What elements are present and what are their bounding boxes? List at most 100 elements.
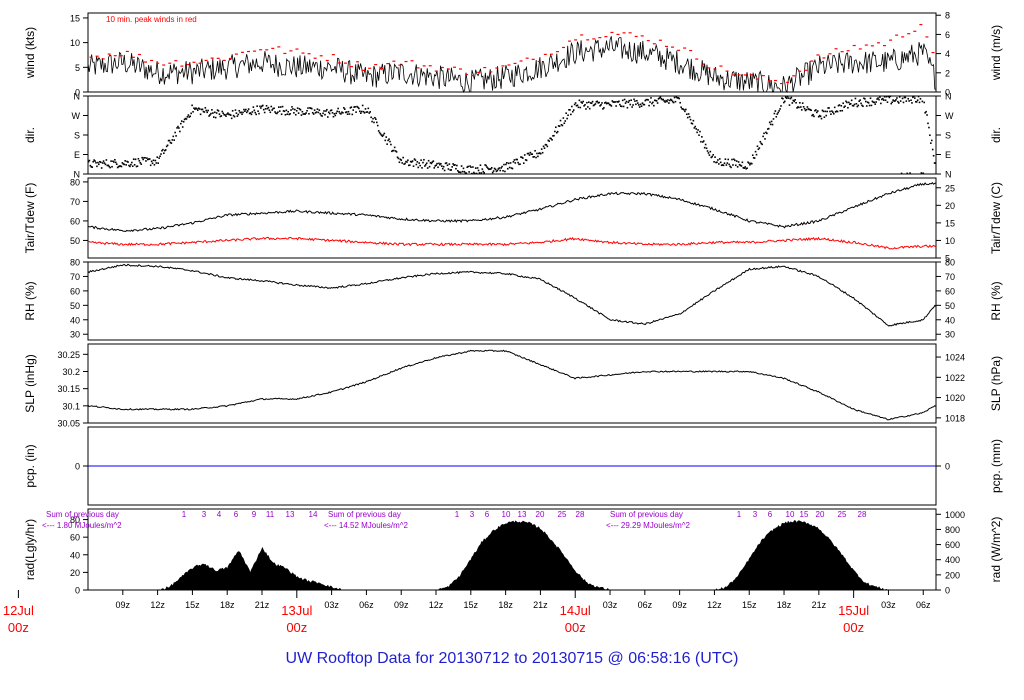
wind-direction-point — [343, 107, 345, 109]
hourly-label: 1 — [737, 510, 742, 519]
wind-direction-point — [884, 99, 887, 102]
wind-direction-point — [648, 104, 650, 107]
wind-direction-point — [583, 105, 585, 107]
wind-direction-point — [659, 96, 662, 99]
wind-direction-point — [902, 101, 905, 104]
wind-direction-point — [627, 101, 630, 104]
wind-direction-point — [165, 145, 168, 148]
y-tick-label-right: 40 — [945, 315, 955, 325]
hourly-label: 28 — [858, 510, 867, 519]
wind-direction-point — [473, 172, 476, 175]
wind-direction-point — [436, 162, 438, 165]
wind-direction-point — [378, 131, 381, 134]
wind-direction-point — [757, 148, 760, 151]
y-tick-label: 60 — [70, 286, 80, 296]
wind-direction-point — [412, 165, 415, 167]
wind-direction-point — [792, 99, 795, 102]
wind-direction-point — [141, 156, 143, 159]
wind-direction-point — [275, 112, 277, 115]
wind-direction-point — [834, 111, 837, 113]
wind-direction-point — [584, 103, 586, 106]
wind-direction-point — [715, 161, 717, 164]
wind-direction-point — [138, 160, 141, 162]
wind-direction-point — [881, 98, 883, 101]
wind-direction-point — [768, 121, 771, 124]
x-date-label: 13Jul — [281, 603, 312, 618]
wind-direction-point — [907, 97, 910, 100]
wind-direction-point — [924, 111, 926, 114]
wind-direction-point — [603, 107, 605, 109]
wind-direction-point — [439, 163, 441, 166]
wind-direction-point — [224, 114, 226, 116]
wind-direction-point — [288, 113, 290, 116]
wind-direction-point — [259, 105, 261, 108]
wind-direction-point — [876, 98, 878, 100]
wind-direction-point — [152, 159, 155, 162]
panel-frame — [87, 12, 937, 93]
wind-direction-point — [767, 127, 770, 130]
wind-direction-point — [395, 151, 398, 153]
wind-direction-point — [300, 114, 303, 116]
wind-direction-point — [324, 113, 326, 116]
wind-direction-point — [586, 101, 588, 104]
wind-direction-point — [318, 109, 321, 111]
wind-direction-point — [591, 100, 594, 103]
wind-direction-point — [645, 98, 648, 101]
wind-direction-point — [496, 169, 499, 172]
wind-direction-point — [313, 109, 316, 111]
wind-direction-point — [593, 104, 596, 106]
wind-direction-point — [307, 107, 309, 109]
wind-direction-point — [334, 114, 337, 117]
y-tick-label-right: 600 — [945, 540, 960, 550]
wind-direction-point — [251, 111, 254, 113]
wind-direction-point — [701, 136, 703, 138]
wind-direction-point — [346, 113, 349, 115]
wind-direction-point — [613, 101, 616, 103]
x-tick-label: 03z — [603, 600, 618, 610]
wind-direction-point — [630, 99, 632, 102]
wind-direction-point — [424, 163, 427, 166]
wind-direction-point — [526, 152, 529, 155]
wind-direction-point — [917, 95, 920, 98]
wind-direction-point — [389, 140, 391, 143]
wind-direction-point — [682, 108, 684, 110]
wind-direction-point — [764, 138, 766, 140]
wind-direction-point — [180, 122, 182, 125]
wind-direction-point — [800, 109, 803, 111]
wind-direction-point — [649, 101, 651, 103]
wind-direction-point — [734, 164, 737, 167]
wind-direction-point — [98, 163, 100, 166]
wind-direction-point — [348, 113, 351, 115]
wind-direction-point — [726, 162, 729, 164]
wind-direction-point — [535, 156, 537, 159]
wind-direction-point — [88, 159, 91, 162]
y-tick-label-right: E — [945, 150, 951, 160]
wind-direction-point — [163, 152, 165, 155]
wind-direction-point — [747, 161, 749, 164]
wind-direction-point — [216, 109, 219, 111]
wind-direction-point — [196, 109, 199, 111]
wind-direction-point — [722, 164, 725, 167]
wind-direction-point — [542, 145, 545, 148]
wind-direction-point — [602, 108, 604, 110]
wind-direction-point — [579, 106, 582, 109]
wind-direction-point — [578, 99, 581, 102]
wind-direction-point — [789, 97, 792, 100]
wind-direction-point — [806, 106, 809, 108]
wind-direction-point — [559, 119, 562, 122]
wind-direction-point — [730, 166, 732, 169]
wind-direction-point — [359, 112, 362, 114]
wind-direction-point — [891, 101, 893, 104]
wind-direction-point — [798, 106, 800, 109]
wind-direction-point — [232, 114, 235, 117]
wind-direction-point — [837, 104, 840, 107]
wind-direction-point — [662, 98, 665, 101]
wind-direction-point — [756, 145, 759, 148]
wind-direction-point — [681, 107, 683, 110]
y-tick-label: 50 — [70, 236, 80, 246]
wind-direction-point — [197, 107, 200, 110]
wind-direction-point — [631, 106, 633, 108]
wind-direction-point — [98, 160, 101, 163]
wind-direction-point — [245, 111, 248, 114]
wind-direction-point — [777, 111, 779, 114]
